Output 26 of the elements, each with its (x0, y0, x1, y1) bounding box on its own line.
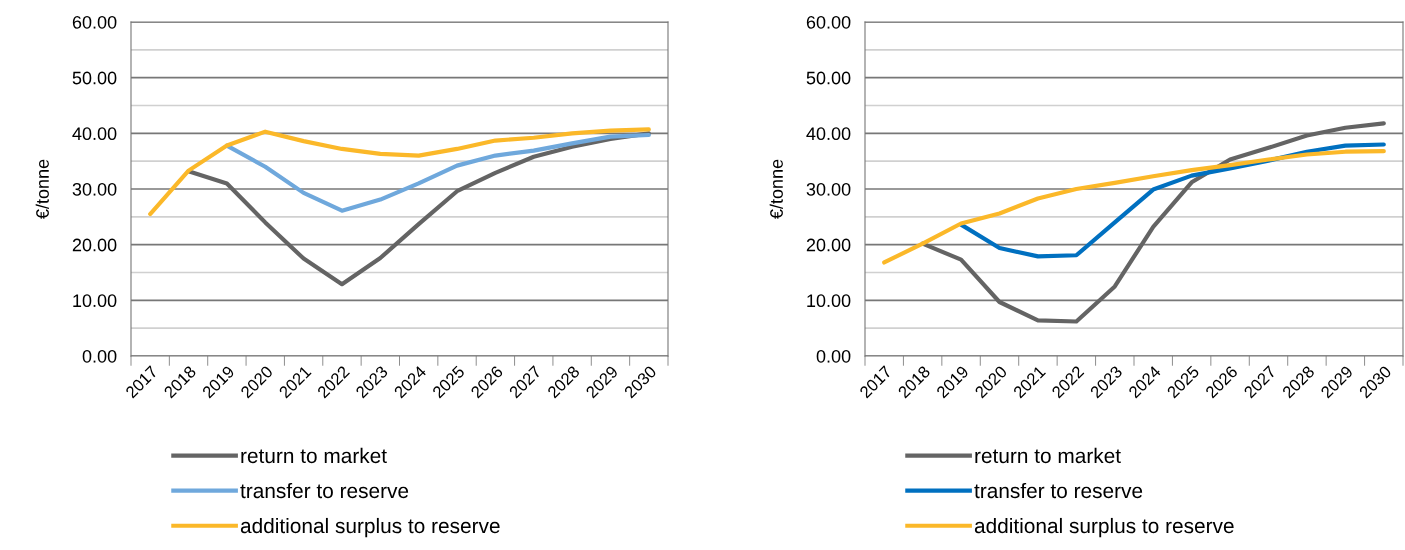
y-axis-title: €/tonne (35, 159, 49, 219)
y-tick-label: 20.00 (72, 238, 117, 252)
y-tick-label: 60.00 (806, 15, 851, 29)
y-tick-label: 0.00 (82, 349, 117, 363)
line-series (186, 131, 651, 287)
y-tick-label: 50.00 (806, 71, 851, 85)
legend-label: transfer to reserve (240, 482, 409, 499)
y-tick-label: 10.00 (807, 294, 851, 308)
legend-label: transfer to reserve (974, 482, 1143, 499)
legend-label: return to market (975, 447, 1121, 464)
legend-label: additional surplus to reserve (974, 517, 1234, 538)
line-series (920, 121, 1386, 324)
legend-label: return to market (241, 447, 387, 464)
y-tick-label: 40.00 (72, 127, 117, 141)
y-tick-label: 10.00 (73, 294, 117, 308)
legend-label: additional surplus to reserve (240, 517, 500, 538)
y-tick-label: 30.00 (806, 182, 851, 196)
y-tick-label: 40.00 (806, 127, 851, 141)
y-tick-label: 0.00 (816, 349, 851, 363)
y-tick-label: 20.00 (806, 238, 851, 252)
y-tick-label: 50.00 (72, 71, 117, 85)
y-axis-title: €/tonne (769, 159, 783, 219)
y-tick-label: 30.00 (72, 182, 117, 196)
line-series (882, 149, 1386, 265)
y-tick-label: 60.00 (72, 15, 117, 29)
line-series (148, 127, 651, 217)
